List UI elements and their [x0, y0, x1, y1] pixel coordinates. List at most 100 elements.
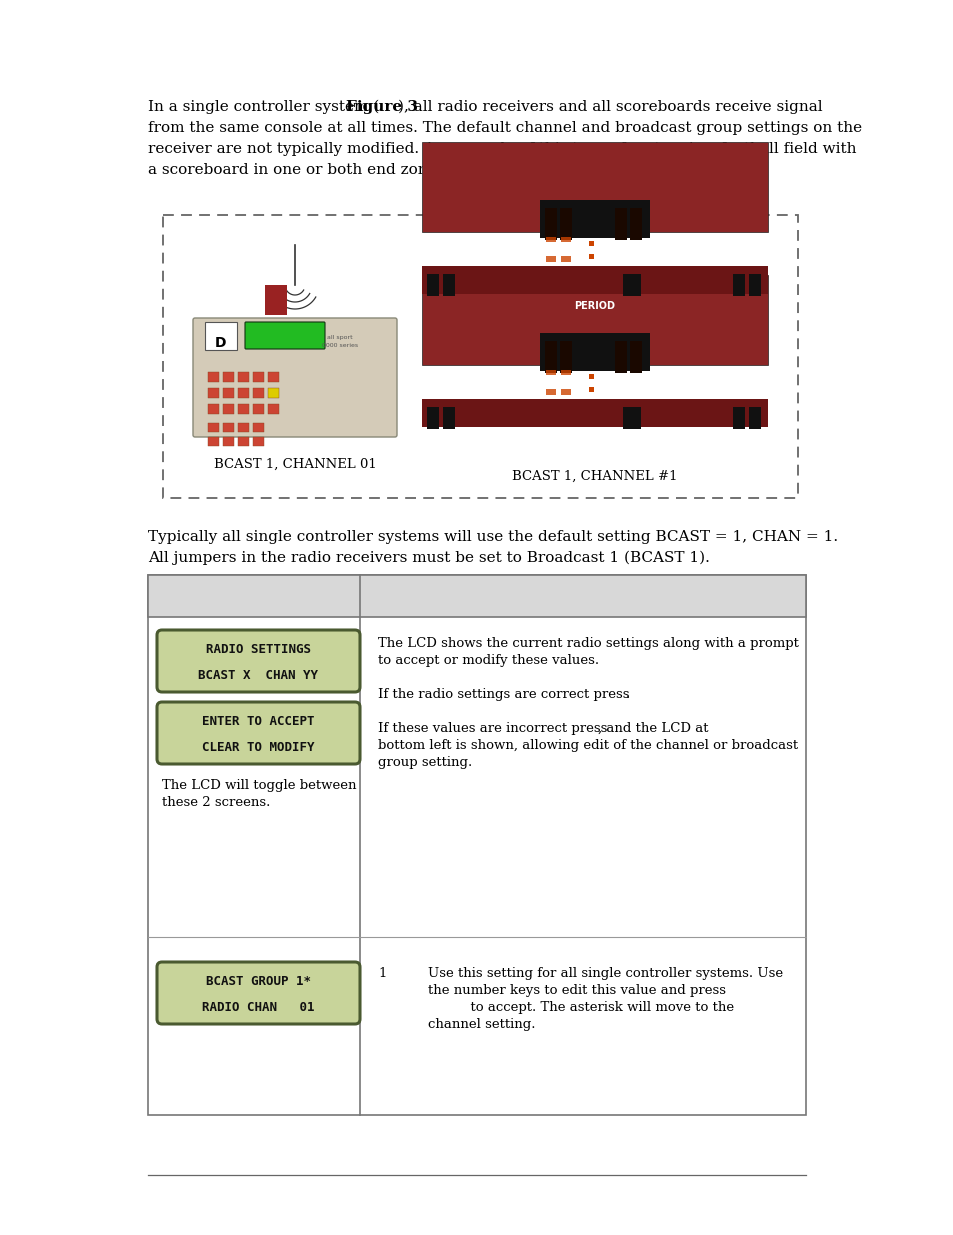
- FancyBboxPatch shape: [157, 701, 359, 764]
- Text: PERIOD: PERIOD: [574, 301, 615, 311]
- Text: .: .: [625, 688, 630, 701]
- Text: PERIOD: PERIOD: [574, 433, 615, 445]
- Text: all sport: all sport: [327, 335, 353, 340]
- Text: RADIO CHAN   01: RADIO CHAN 01: [202, 1002, 314, 1014]
- Bar: [208, 388, 219, 398]
- Bar: [208, 424, 219, 432]
- Bar: [622, 408, 640, 429]
- Text: 0000 series: 0000 series: [321, 343, 357, 348]
- FancyBboxPatch shape: [193, 317, 396, 437]
- Text: BCAST 1, CHANNEL #1: BCAST 1, CHANNEL #1: [512, 471, 677, 483]
- Text: receiver are not typically modified. An example of this type of system is a foot: receiver are not typically modified. An …: [148, 142, 856, 156]
- Text: channel setting.: channel setting.: [428, 1018, 535, 1031]
- Bar: [237, 372, 249, 382]
- Text: D: D: [215, 336, 227, 350]
- Text: The LCD will toggle between: The LCD will toggle between: [162, 779, 356, 792]
- Bar: [615, 207, 626, 240]
- Bar: [539, 200, 649, 238]
- Bar: [588, 254, 594, 259]
- Bar: [629, 341, 641, 373]
- Bar: [545, 370, 556, 375]
- Bar: [442, 274, 455, 296]
- Text: to accept. The asterisk will move to the: to accept. The asterisk will move to the: [428, 1002, 734, 1014]
- Bar: [253, 388, 264, 398]
- Text: BCAST 1, CHANNEL 01: BCAST 1, CHANNEL 01: [213, 458, 376, 471]
- Text: Typically all single controller systems will use the default setting BCAST = 1, : Typically all single controller systems …: [148, 530, 838, 543]
- Text: If these values are incorrect press: If these values are incorrect press: [377, 722, 607, 735]
- Bar: [265, 285, 287, 315]
- Bar: [622, 274, 640, 296]
- Bar: [560, 370, 571, 375]
- Bar: [560, 389, 571, 395]
- Bar: [442, 408, 455, 429]
- Text: HOME: HOME: [436, 247, 473, 257]
- Text: a scoreboard in one or both end zones displaying the same information.: a scoreboard in one or both end zones di…: [148, 163, 702, 177]
- Bar: [545, 389, 556, 395]
- Text: The LCD shows the current radio settings along with a prompt: The LCD shows the current radio settings…: [377, 637, 798, 650]
- Bar: [560, 237, 571, 242]
- FancyBboxPatch shape: [157, 962, 359, 1024]
- Bar: [223, 372, 233, 382]
- Bar: [148, 576, 805, 1115]
- Bar: [421, 399, 767, 427]
- Text: All jumpers in the radio receivers must be set to Broadcast 1 (BCAST 1).: All jumpers in the radio receivers must …: [148, 551, 709, 566]
- Bar: [205, 322, 236, 350]
- Bar: [237, 424, 249, 432]
- Bar: [544, 207, 557, 240]
- Bar: [208, 404, 219, 414]
- Text: these 2 screens.: these 2 screens.: [162, 797, 270, 809]
- Bar: [421, 275, 767, 366]
- Bar: [560, 256, 571, 262]
- Bar: [748, 408, 760, 429]
- Text: HOME: HOME: [436, 380, 473, 390]
- Bar: [539, 333, 649, 370]
- Text: BCAST 1, CHANNEL #1: BCAST 1, CHANNEL #1: [512, 337, 677, 350]
- Bar: [748, 274, 760, 296]
- Text: bottom left is shown, allowing edit of the channel or broadcast: bottom left is shown, allowing edit of t…: [377, 739, 798, 752]
- Text: 1: 1: [377, 967, 386, 981]
- Bar: [615, 341, 626, 373]
- Text: Use this setting for all single controller systems. Use: Use this setting for all single controll…: [428, 967, 782, 981]
- Bar: [223, 437, 233, 446]
- Text: BCAST GROUP 1*: BCAST GROUP 1*: [206, 974, 311, 988]
- FancyBboxPatch shape: [245, 322, 325, 350]
- Bar: [559, 341, 572, 373]
- Text: from the same console at all times. The default channel and broadcast group sett: from the same console at all times. The …: [148, 121, 862, 135]
- Bar: [148, 576, 805, 618]
- Bar: [545, 237, 556, 242]
- Text: GUEST: GUEST: [712, 247, 753, 257]
- Text: group setting.: group setting.: [377, 756, 472, 769]
- Bar: [732, 274, 744, 296]
- Bar: [208, 372, 219, 382]
- Text: , and the LCD at: , and the LCD at: [598, 722, 708, 735]
- Bar: [629, 207, 641, 240]
- Text: BCAST X  CHAN YY: BCAST X CHAN YY: [198, 669, 318, 682]
- Bar: [223, 404, 233, 414]
- Text: Figure 3: Figure 3: [346, 100, 417, 114]
- Text: to accept or modify these values.: to accept or modify these values.: [377, 655, 598, 667]
- Bar: [237, 404, 249, 414]
- Text: GUEST: GUEST: [712, 380, 753, 390]
- Text: If the radio settings are correct press: If the radio settings are correct press: [377, 688, 629, 701]
- Bar: [421, 266, 767, 294]
- Bar: [559, 207, 572, 240]
- Bar: [237, 388, 249, 398]
- Bar: [223, 424, 233, 432]
- Bar: [237, 437, 249, 446]
- Bar: [253, 404, 264, 414]
- Bar: [268, 404, 278, 414]
- Bar: [268, 388, 278, 398]
- Bar: [421, 142, 767, 232]
- FancyBboxPatch shape: [157, 630, 359, 692]
- Bar: [588, 374, 594, 379]
- Bar: [588, 241, 594, 246]
- Text: CLEAR TO MODIFY: CLEAR TO MODIFY: [202, 741, 314, 755]
- Bar: [253, 424, 264, 432]
- Bar: [268, 372, 278, 382]
- Text: RADIO SETTINGS: RADIO SETTINGS: [206, 643, 311, 656]
- Bar: [208, 437, 219, 446]
- Bar: [545, 256, 556, 262]
- Bar: [253, 437, 264, 446]
- Text: ENTER TO ACCEPT: ENTER TO ACCEPT: [202, 715, 314, 727]
- Bar: [427, 274, 438, 296]
